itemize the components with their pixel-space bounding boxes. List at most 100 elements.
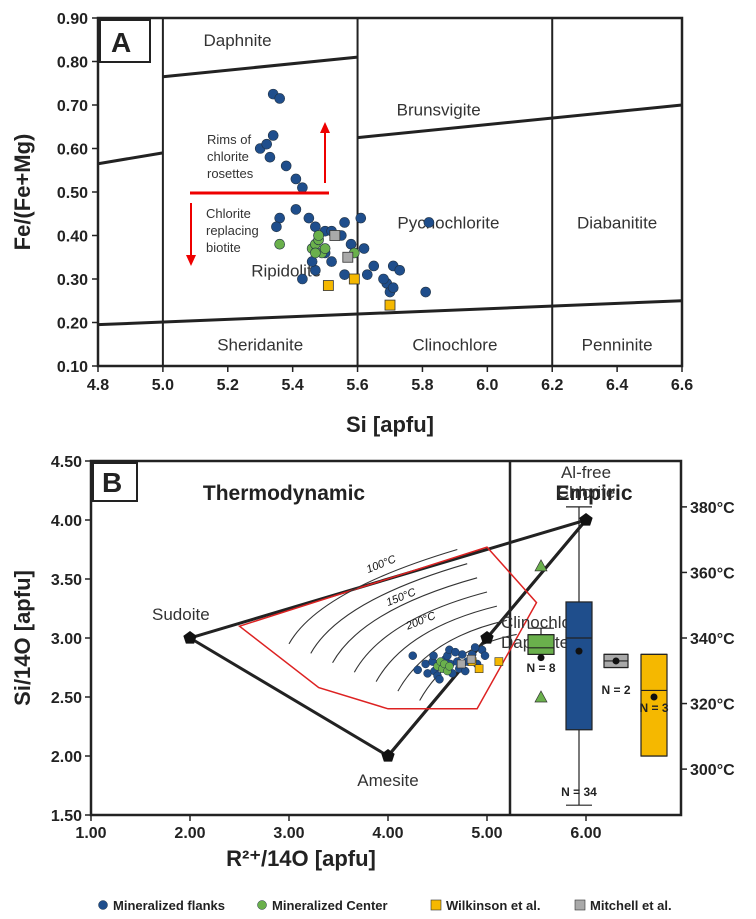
field-labels: Daphnite Brunsvigite Pycnochlorite Diabanit… (203, 31, 657, 355)
x-tick-label: 5.4 (282, 377, 304, 394)
endmember-label: Amesite (357, 771, 418, 790)
data-point (429, 651, 438, 660)
x-tick-label: 5.2 (217, 377, 239, 394)
data-point (348, 273, 360, 285)
data-point (297, 273, 308, 285)
x-tick-label: 1.00 (75, 825, 106, 842)
data-point (420, 286, 431, 298)
panel-a-x-label: Si [apfu] (346, 412, 434, 437)
data-point (339, 217, 350, 228)
temp-tick-label: 360°C (690, 565, 735, 582)
data-point (264, 151, 276, 163)
isotherm-line (353, 591, 488, 673)
field-label: Daphnite (203, 31, 271, 50)
x-tick-label: 2.00 (174, 825, 205, 842)
rims-line-1: Rims of (207, 132, 251, 147)
endmember-marker (579, 513, 593, 526)
field-label: Pycnochlorite (397, 213, 499, 232)
isotherm-line (332, 577, 478, 664)
y-tick-label: 4.00 (51, 513, 82, 530)
data-point (326, 256, 337, 267)
data-point (267, 130, 279, 141)
y-tick-label: 3.50 (51, 572, 82, 589)
y-tick-label: 0.80 (57, 55, 88, 72)
up-arrow-head (320, 122, 330, 133)
field-label: Sheridanite (217, 335, 303, 354)
field-label: Penninite (582, 335, 653, 354)
data-point (470, 643, 480, 652)
endmember-label: Chlorite (557, 483, 616, 502)
data-point (451, 647, 460, 657)
x-tick-label: 5.6 (346, 377, 368, 394)
classification-lines (97, 18, 683, 366)
temp-tick-label: 380°C (690, 500, 735, 517)
outlier-marker (534, 690, 548, 703)
data-point (361, 269, 373, 280)
panel-b-label: B (102, 467, 122, 498)
replacing-line-3: biotite (206, 240, 241, 255)
replacing-line-1: Chlorite (206, 206, 251, 221)
x-tick-label: 6.6 (671, 377, 693, 394)
x-tick-label: 4.00 (372, 825, 403, 842)
x-tick-label: 6.00 (570, 825, 601, 842)
y-tick-label: 0.10 (57, 359, 88, 376)
valid-field-outline (237, 546, 538, 710)
y-tick-label: 0.90 (57, 11, 88, 28)
data-point (413, 665, 422, 675)
boundary-line-2 (357, 103, 683, 140)
data-point (445, 662, 454, 671)
data-point (378, 273, 389, 285)
field-label: Diabanitite (577, 213, 657, 232)
data-point (355, 212, 367, 224)
data-point (297, 182, 308, 193)
rims-line-2: chlorite (207, 149, 249, 164)
legend: Mineralized flanks Mineralized Center Wilk… (98, 898, 672, 913)
y-tick-label: 1.50 (51, 808, 82, 825)
data-point (280, 160, 292, 172)
legend-label: Mineralized Center (272, 898, 388, 913)
isotherm-line (419, 633, 517, 701)
data-point (384, 299, 396, 311)
y-tick-label: 0.30 (57, 272, 88, 289)
boundary-line-3 (97, 299, 683, 327)
data-point (303, 212, 315, 224)
panel-a-points (254, 88, 435, 311)
n-label: N = 2 (601, 683, 630, 697)
data-point (322, 280, 334, 291)
temperature-ticks: 300°C 320°C 340°C 360°C 380°C (681, 500, 735, 779)
endmember-label: Clinochlore (501, 613, 586, 632)
field-label: Brunsvigite (397, 100, 481, 119)
legend-marker (257, 900, 267, 910)
data-point (329, 230, 341, 241)
data-point (358, 243, 370, 254)
y-tick-label: 4.50 (51, 454, 82, 471)
n-label: N = 34 (561, 785, 597, 799)
data-point (474, 664, 484, 673)
data-point (290, 173, 302, 185)
endmember-marker (183, 631, 197, 644)
data-point (319, 243, 331, 254)
x-tick-label: 6.2 (541, 377, 563, 394)
outlier-marker (534, 559, 548, 572)
empiric-title: Empiric (555, 482, 632, 505)
x-tick-label: 6.4 (606, 377, 628, 394)
n-label: N = 3 (639, 701, 668, 715)
isotherm-line (375, 605, 498, 682)
endmember-marker (480, 631, 494, 644)
panel-a: 4.8 5.0 5.2 5.4 5.6 5.8 6.0 6.2 6.4 6.6 0.100.200… (10, 11, 693, 437)
down-arrow-head (186, 255, 196, 266)
panel-b-label-box (92, 462, 138, 502)
endmember-label: Al-free (561, 463, 611, 482)
y-tick-label: 2.50 (51, 690, 82, 707)
temp-tick-label: 340°C (690, 631, 735, 648)
legend-marker (430, 899, 442, 911)
box (640, 653, 668, 757)
data-point (368, 260, 380, 272)
data-point (274, 93, 285, 104)
x-tick-label: 6.0 (476, 377, 498, 394)
empiric-boxplots: N = 8 N = 34 N = 2 N = 3 (526, 506, 669, 806)
legend-marker (98, 900, 108, 910)
n-label: N = 8 (526, 661, 555, 675)
data-point (339, 269, 350, 280)
